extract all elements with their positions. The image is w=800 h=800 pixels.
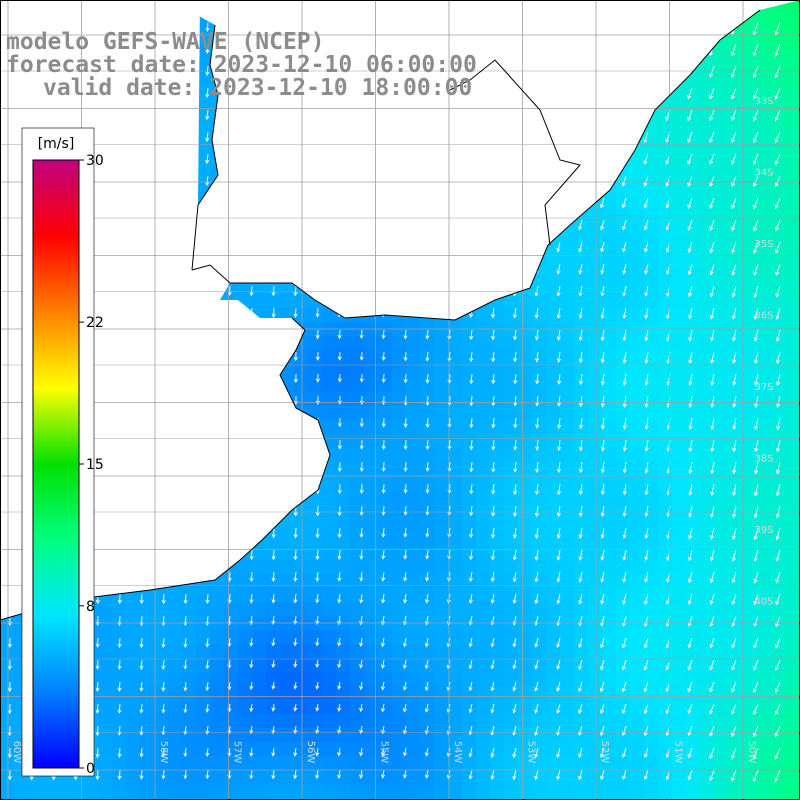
latitude-label: 38S	[754, 454, 773, 465]
longitude-label: 57W	[232, 741, 243, 764]
longitude-label: 54W	[452, 741, 463, 764]
coastline	[0, 9, 761, 621]
longitude-labels: 60W 59W 58W 57W 56W 55W 54W 53W 52W 51W 50W	[11, 741, 757, 764]
longitude-label: 53W	[526, 741, 537, 764]
longitude-label: 55W	[379, 741, 390, 764]
latitude-label: 39S	[754, 525, 773, 536]
latitude-label: 36S	[754, 311, 773, 322]
longitude-label: 50W	[746, 741, 757, 764]
latitude-label: 34S	[754, 168, 773, 179]
latitude-label: 37S	[754, 382, 773, 393]
forecast-date: forecast date: 2023-12-10 06:00:00	[6, 52, 477, 78]
latitude-label: 35S	[754, 239, 773, 250]
latitude-label: 33S	[754, 96, 773, 107]
latitude-labels: 33S 34S 35S 36S 37S 38S 39S 40S	[754, 96, 773, 608]
latitude-label: 40S	[754, 597, 773, 608]
valid-date: valid date: 2023-12-10 18:00:00	[43, 75, 473, 101]
model-title: modelo GEFS-WAVE (NCEP)	[6, 29, 325, 55]
longitude-label: 52W	[599, 741, 610, 764]
longitude-label: 58W	[158, 741, 169, 764]
longitude-label: 56W	[305, 741, 316, 764]
longitude-label: 60W	[11, 741, 22, 764]
longitude-label: 59W	[85, 741, 96, 764]
longitude-label: 51W	[673, 741, 684, 764]
